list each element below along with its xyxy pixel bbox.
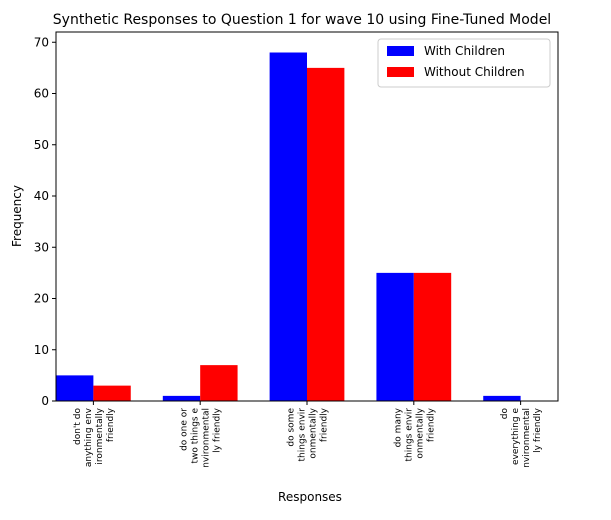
bar-series-1-category-3 [413, 272, 452, 401]
legend-swatch-1 [387, 67, 414, 77]
legend-label-0: With Children [424, 44, 505, 58]
legend: With Children Without Children [377, 38, 551, 88]
bar-series-0-category-1 [162, 395, 201, 401]
bar-series-0-category-4 [483, 395, 521, 401]
y-tick-label: 50 [34, 138, 49, 152]
x-tick-label-line: ly friendly [533, 407, 543, 453]
bar-series-0-category-0 [56, 375, 94, 401]
x-tick-label-3: do many things envir onmentally friendly [393, 407, 436, 461]
x-tick-label-line: don't do [73, 408, 83, 446]
y-tick-label: 40 [34, 189, 49, 203]
x-tick-label-line: anything env [84, 407, 94, 467]
x-axis: don't do anything env ironmentally friendly… [73, 401, 543, 468]
y-tick-label: 30 [34, 240, 49, 254]
x-tick-label-line: do one or [180, 408, 190, 451]
legend-label-1: Without Children [424, 65, 525, 79]
y-tick-label: 10 [34, 343, 49, 357]
y-tick-label: 60 [34, 87, 49, 101]
chart-title: Synthetic Responses to Question 1 for wa… [53, 12, 551, 28]
x-tick-label-line: friendly [426, 407, 436, 442]
x-tick-label-line: two things e [191, 408, 201, 464]
x-tick-label-1: do one or two things e nvironmental ly frie… [180, 407, 223, 467]
x-tick-label-line: do [500, 408, 510, 420]
x-tick-label-line: things envir [298, 408, 308, 462]
legend-swatch-0 [387, 46, 414, 56]
x-tick-label-line: friendly [320, 407, 330, 442]
y-axis: 0 10 20 30 40 50 60 70 [34, 35, 56, 408]
x-tick-label-line: nvironmental [202, 408, 212, 468]
x-tick-label-line: nvironmental [522, 408, 532, 468]
x-tick-label-2: do some things envir onmentally friendly [287, 407, 330, 461]
x-tick-label-line: everything e [511, 408, 521, 465]
y-tick-label: 70 [34, 35, 49, 49]
bars-group [56, 52, 521, 401]
bar-series-1-category-0 [93, 385, 131, 401]
bar-series-1-category-2 [307, 67, 345, 401]
x-tick-label-line: things envir [404, 408, 414, 462]
bar-series-0-category-2 [269, 52, 307, 401]
x-axis-label: Responses [278, 490, 342, 504]
x-tick-label-line: do many [393, 407, 403, 447]
x-tick-label-line: onmentally [309, 407, 319, 458]
bar-series-0-category-3 [376, 272, 414, 401]
x-tick-label-4: do everything e nvironmental ly friendly [500, 407, 543, 467]
x-tick-label-line: do some [287, 408, 297, 447]
legend-box [377, 38, 551, 88]
bar-series-1-category-1 [200, 365, 238, 401]
x-tick-label-0: don't do anything env ironmentally friendly [73, 407, 116, 467]
plot-frame [55, 31, 559, 402]
x-tick-label-line: ironmentally [95, 407, 105, 464]
y-axis-label: Frequency [10, 185, 24, 247]
x-tick-label-line: onmentally [415, 407, 425, 458]
x-tick-label-line: ly friendly [213, 407, 223, 453]
y-tick-label: 20 [34, 292, 49, 306]
x-tick-label-line: friendly [106, 407, 116, 442]
y-tick-label: 0 [41, 394, 49, 408]
